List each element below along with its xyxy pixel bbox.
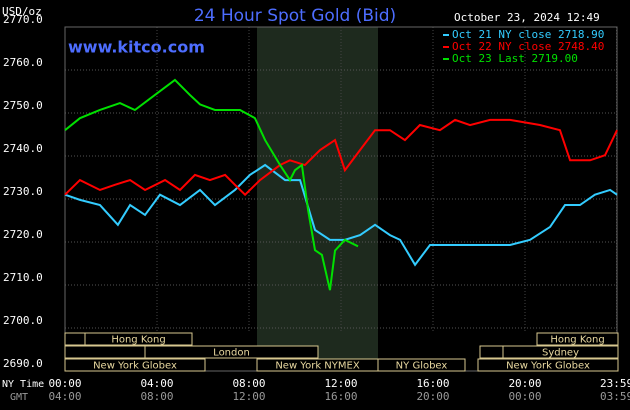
x2-axis-label: GMT [10,392,28,403]
session-box [502,345,619,359]
unit: USD/oz [2,5,42,18]
y-tick-label: 2700.0 [3,314,43,327]
session-label: New York NYMEX [275,361,360,372]
x2-tick-label: 20:00 [416,390,449,403]
x-tick-label: 16:00 [416,377,449,390]
x2-tick-label: 16:00 [324,390,357,403]
session-box [144,345,319,359]
price-line [64,163,618,267]
x2-tick-label: 03:59 [600,390,630,403]
session-box [479,345,504,359]
x-tick-label: 04:00 [140,377,173,390]
x2-tick-label: 04:00 [48,390,81,403]
y-tick-label: 2690.0 [3,357,43,370]
x-tick-label: 23:59 [600,377,630,390]
timestamp: October 23, 2024 12:49 [454,11,600,24]
y-tick-label: 2760.0 [3,56,43,69]
y-tick-label: 2740.0 [3,142,43,155]
y-tick-label: 2730.0 [3,185,43,198]
session-box [64,345,146,359]
x2-tick-label: 08:00 [140,390,173,403]
session-label: New York Globex [506,361,590,372]
y-tick-label: 2720.0 [3,228,43,241]
x-tick-label: 00:00 [48,377,81,390]
session-box [64,358,206,372]
legend-label: Oct 21 NY close 2718.90 [452,28,604,41]
y-tick-label: 2770.0 [3,13,43,26]
session-label: Sydney [542,348,579,359]
session-box [377,358,466,372]
session-box [536,332,619,346]
session-box [64,332,86,346]
price-line [64,78,359,291]
x2-tick-label: 12:00 [232,390,265,403]
session-label: New York Globex [93,361,177,372]
session-label: NY Globex [396,361,448,372]
y-tick-label: 2750.0 [3,99,43,112]
x2-tick-label: 00:00 [508,390,541,403]
x-tick-label: 08:00 [232,377,265,390]
session-label: Hong Kong [111,335,165,346]
session-box [477,358,619,372]
legend-label: Oct 23 Last 2719.00 [452,52,578,65]
legend-label: Oct 22 NY close 2748.40 [452,40,604,53]
y-tick-label: 2710.0 [3,271,43,284]
session-label: Hong Kong [550,335,604,346]
session-box [84,332,193,346]
price-line [64,118,618,197]
x-axis-label: NY Time [2,379,44,390]
x-tick-label: 12:00 [324,377,357,390]
chart-title: 24 Hour Spot Gold (Bid) [194,6,396,26]
x-tick-label: 20:00 [508,377,541,390]
session-label: London [213,348,250,359]
site: www.kitco.com [68,38,205,57]
